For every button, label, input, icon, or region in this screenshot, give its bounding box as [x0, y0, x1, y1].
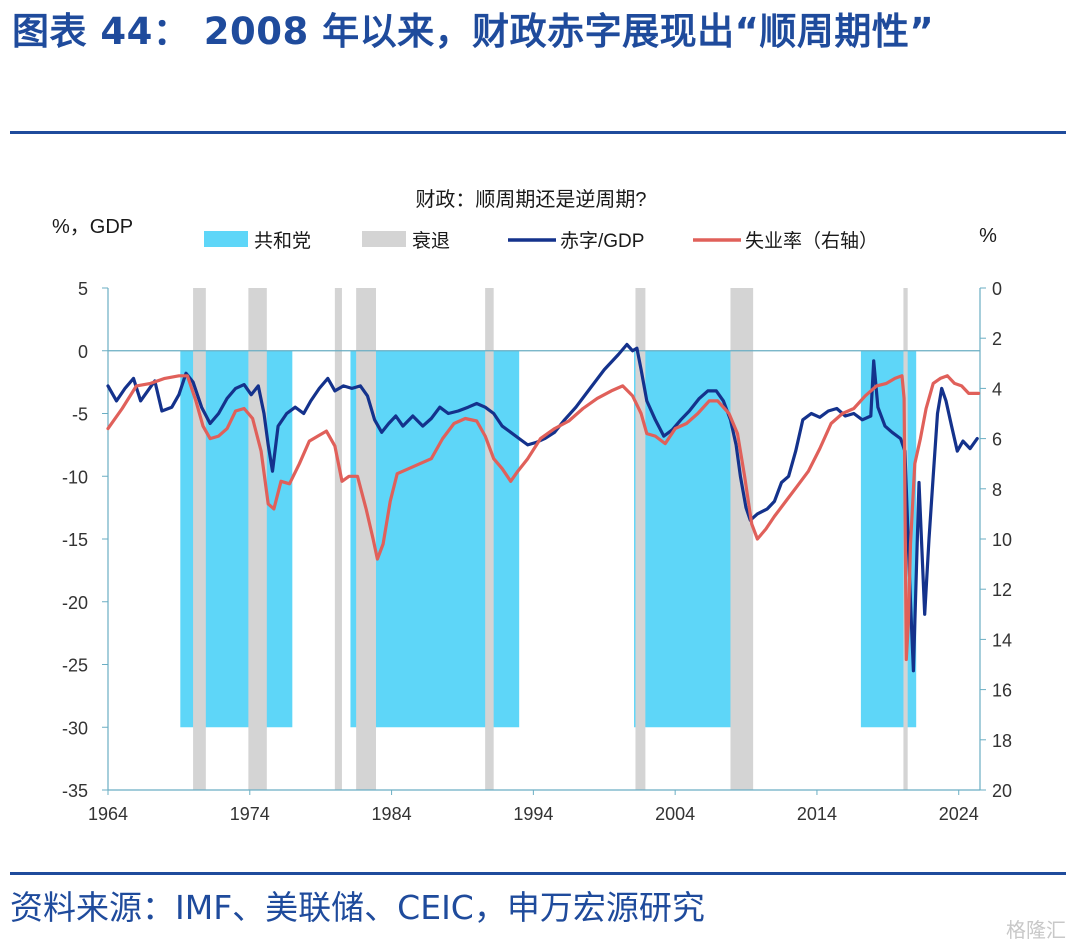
y-tick-label: -30	[62, 718, 88, 738]
x-tick-label: 2004	[655, 804, 695, 824]
source-rule	[10, 872, 1066, 875]
series-lines	[106, 342, 981, 673]
x-tick-label: 2024	[939, 804, 979, 824]
recession-band	[730, 288, 754, 790]
x-tick-label: 1984	[372, 804, 412, 824]
y2-tick-label: 20	[992, 781, 1012, 801]
recession-band	[193, 288, 206, 790]
y2-tick-label: 0	[992, 279, 1002, 299]
figure-title: 图表 44： 2008 年以来，财政赤字展现出“顺周期性”	[12, 10, 935, 53]
y2-tick-label: 8	[992, 480, 1002, 500]
x-tick-label: 1974	[230, 804, 270, 824]
y2-tick-label: 18	[992, 731, 1012, 751]
y-tick-label: 5	[78, 279, 88, 299]
y-tick-label: -10	[62, 467, 88, 487]
source-note: 资料来源：IMF、美联储、CEIC，申万宏源研究	[10, 888, 705, 927]
shaded-bands	[180, 288, 917, 790]
y2-tick-label: 10	[992, 530, 1012, 550]
watermark: 格隆汇	[1006, 918, 1066, 942]
y-axis-label: %，GDP	[52, 216, 133, 238]
legend-label: 赤字/GDP	[560, 230, 644, 252]
legend-swatch-band	[362, 231, 406, 247]
y2-tick-label: 12	[992, 580, 1012, 600]
x-tick-label: 1964	[88, 804, 128, 824]
legend-label: 衰退	[412, 230, 450, 252]
legend-label: 失业率（右轴）	[745, 230, 878, 252]
chart-title: 财政：顺周期还是逆周期?	[415, 188, 646, 211]
recession-band	[635, 288, 646, 790]
y2-tick-label: 14	[992, 630, 1012, 650]
legend-swatch-band	[204, 231, 248, 247]
x-tick-label: 1994	[513, 804, 553, 824]
recession-band	[356, 288, 376, 790]
title-rule	[10, 131, 1066, 134]
y2-tick-label: 16	[992, 681, 1012, 701]
recession-band	[248, 288, 267, 790]
y-tick-label: -5	[72, 405, 88, 425]
y2-tick-label: 6	[992, 430, 1002, 450]
unemployment-line	[106, 374, 981, 662]
axes: 50-5-10-15-20-25-30-35024681012141618201…	[62, 279, 1012, 824]
legend: 共和党 衰退 赤字/GDP 失业率（右轴）	[204, 230, 878, 252]
recession-band	[334, 288, 342, 790]
y-tick-label: 0	[78, 342, 88, 362]
recession-band	[485, 288, 494, 790]
chart-svg: 财政：顺周期还是逆周期? %，GDP % 共和党 衰退 赤字/GDP 失业率（右轴） …	[52, 188, 1012, 824]
chart: 财政：顺周期还是逆周期? %，GDP % 共和党 衰退 赤字/GDP 失业率（右轴） …	[0, 170, 1080, 850]
y2-tick-label: 4	[992, 379, 1002, 399]
deficit-line	[106, 342, 979, 673]
legend-label: 共和党	[254, 230, 311, 252]
y2-tick-label: 2	[992, 329, 1002, 349]
x-tick-label: 2014	[797, 804, 837, 824]
y-tick-label: -20	[62, 593, 88, 613]
y2-axis-label: %	[979, 225, 997, 247]
y-tick-label: -15	[62, 530, 88, 550]
y-tick-label: -25	[62, 656, 88, 676]
y-tick-label: -35	[62, 781, 88, 801]
